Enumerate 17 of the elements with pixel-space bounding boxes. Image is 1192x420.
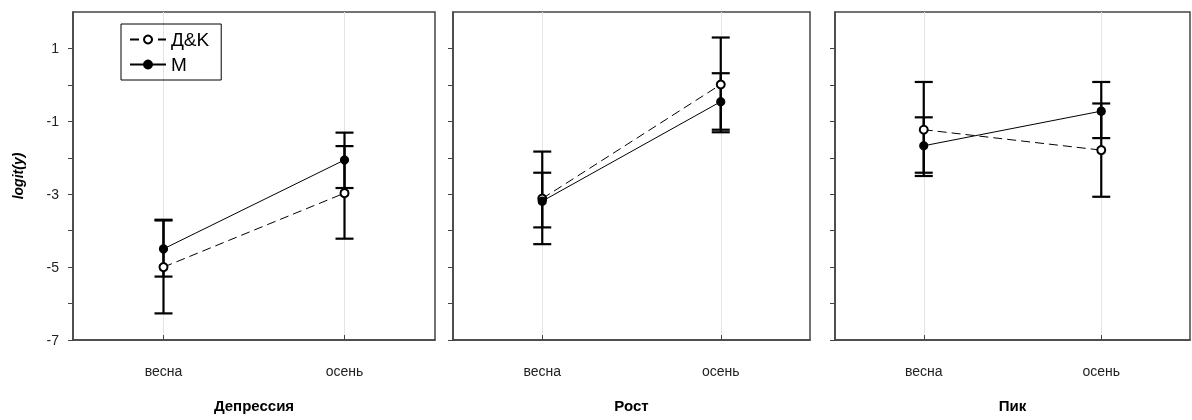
y-tick-label: -1 xyxy=(46,113,60,130)
x-axis-title: Пик xyxy=(998,397,1027,414)
x-tick-label: весна xyxy=(523,363,562,379)
y-tick-label: -3 xyxy=(46,186,60,203)
legend-label: Д&K xyxy=(171,29,210,50)
x-tick-label: весна xyxy=(144,363,183,379)
y-tick-label: 1 xyxy=(51,40,60,57)
x-axis-title: Депрессия xyxy=(213,397,295,414)
y-tick-label: -5 xyxy=(46,259,60,276)
y-axis-title: logit(y) xyxy=(10,152,26,200)
y-tick-label: -7 xyxy=(46,332,60,348)
x-tick-label: осень xyxy=(701,363,740,379)
x-tick-label: осень xyxy=(1082,363,1121,379)
x-tick-label: весна xyxy=(904,363,943,379)
x-axis-title: Рост xyxy=(614,397,649,414)
legend-label: M xyxy=(171,54,187,75)
x-tick-label: осень xyxy=(325,363,364,379)
